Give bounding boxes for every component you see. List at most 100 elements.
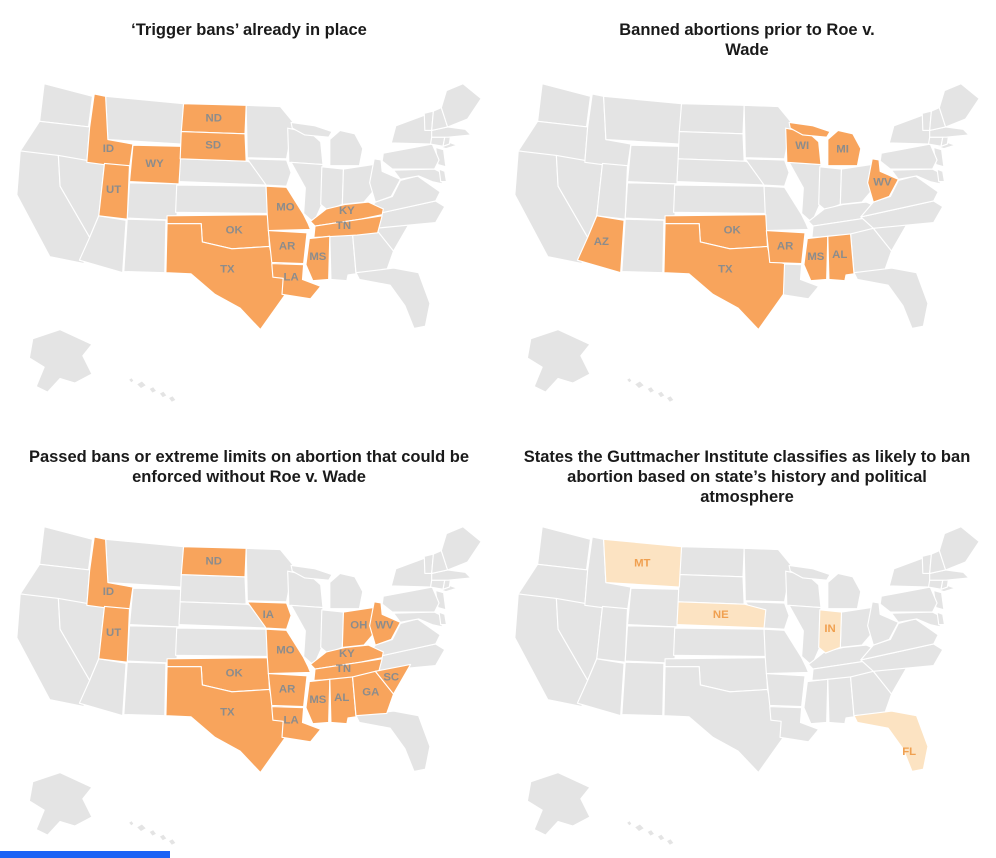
state-AL (329, 233, 357, 282)
state-label-MI: MI (836, 144, 849, 156)
state-WV (369, 601, 401, 646)
state-AK (28, 772, 93, 836)
state-LA (769, 705, 820, 743)
us-map-enforceable-bans: ND ID UT IA MO OH WV KY TN OK AR MS AL LA TX GA SC (16, 526, 482, 846)
state-NM (621, 218, 665, 274)
map-panel-pre-roe-bans: Banned abortions prior to Roe v. Wade WI… (498, 20, 996, 411)
state-HI (625, 819, 633, 827)
state-HI (665, 395, 675, 403)
state-ND (180, 546, 247, 578)
state-HI (646, 828, 656, 837)
state-KS (673, 627, 767, 658)
state-WY (128, 587, 182, 628)
state-ME (440, 526, 482, 571)
state-DE (438, 168, 448, 183)
state-PA (879, 586, 938, 613)
state-label-UT: UT (106, 627, 121, 639)
state-label-KY: KY (339, 205, 355, 217)
state-NM (123, 661, 167, 717)
state-UT (98, 605, 131, 663)
state-TX (663, 223, 786, 331)
state-CO (126, 182, 180, 221)
state-GA (351, 670, 395, 717)
state-MD (890, 611, 942, 628)
state-KS (673, 184, 767, 215)
state-MS (305, 235, 331, 282)
footer-accent-bar (0, 851, 170, 858)
state-MI (827, 572, 862, 610)
state-SD (179, 130, 247, 162)
state-MD (392, 611, 444, 628)
state-UT (596, 162, 629, 220)
state-HI (633, 823, 646, 833)
state-HI (148, 385, 158, 394)
state-AR (267, 229, 308, 265)
state-FL (355, 710, 431, 773)
state-FL (853, 267, 929, 330)
state-MN (743, 104, 792, 160)
state-CO (126, 625, 180, 664)
state-label-IN: IN (824, 623, 835, 635)
map-title-box: Passed bans or extreme limits on abortio… (0, 447, 498, 521)
state-DE (936, 168, 946, 183)
state-label-MS: MS (309, 694, 326, 706)
state-label-SD: SD (205, 140, 221, 152)
state-label-KY: KY (339, 648, 355, 660)
state-ID (86, 93, 134, 169)
state-label-WV: WV (873, 177, 892, 189)
state-label-AZ: AZ (594, 236, 609, 248)
state-AZ (78, 658, 127, 717)
state-MO (265, 185, 312, 232)
state-MT (105, 95, 185, 145)
state-AK (526, 772, 591, 836)
state-MS (803, 235, 829, 282)
state-NE (676, 601, 767, 629)
state-HI (625, 376, 633, 384)
state-label-AR: AR (279, 240, 295, 252)
state-label-FL: FL (902, 746, 916, 758)
state-WY (626, 587, 680, 628)
state-WY (128, 144, 182, 185)
state-label-ID: ID (103, 586, 114, 598)
map-title: States the Guttmacher Institute classifi… (523, 448, 971, 506)
state-MI (329, 572, 364, 610)
state-label-LA: LA (284, 715, 299, 727)
state-MN (245, 104, 294, 160)
state-CO (624, 625, 678, 664)
state-DE (438, 611, 448, 626)
state-IA (744, 158, 790, 187)
state-MT (105, 538, 185, 588)
state-label-AL: AL (334, 692, 349, 704)
state-WV (867, 601, 899, 646)
state-HI (127, 376, 135, 384)
state-SD (179, 573, 247, 605)
state-label-WV: WV (375, 620, 394, 632)
state-ME (938, 83, 980, 128)
state-label-TX: TX (220, 707, 235, 719)
state-AR (765, 672, 806, 708)
state-UT (98, 162, 131, 220)
state-label-AL: AL (832, 249, 847, 261)
state-WA (39, 526, 94, 571)
map-title: Banned abortions prior to Roe v. Wade (619, 21, 875, 59)
state-UT (596, 605, 629, 663)
state-HI (656, 833, 666, 842)
state-label-ND: ND (206, 555, 222, 567)
state-CT (927, 136, 944, 147)
state-label-IA: IA (263, 609, 274, 621)
state-CT (927, 579, 944, 590)
state-CT (429, 579, 446, 590)
state-label-GA: GA (362, 687, 379, 699)
state-label-WY: WY (145, 158, 164, 170)
map-title: ‘Trigger bans’ already in place (131, 21, 367, 39)
state-MI (827, 129, 862, 167)
state-AL (827, 676, 855, 725)
map-panel-trigger-bans: ‘Trigger bans’ already in place ND SD ID WY… (0, 20, 498, 411)
state-MT (603, 538, 683, 588)
state-HI (646, 385, 656, 394)
state-label-UT: UT (106, 184, 121, 196)
state-WY (626, 144, 680, 185)
state-IN (818, 166, 843, 211)
state-label-WI: WI (795, 140, 809, 152)
